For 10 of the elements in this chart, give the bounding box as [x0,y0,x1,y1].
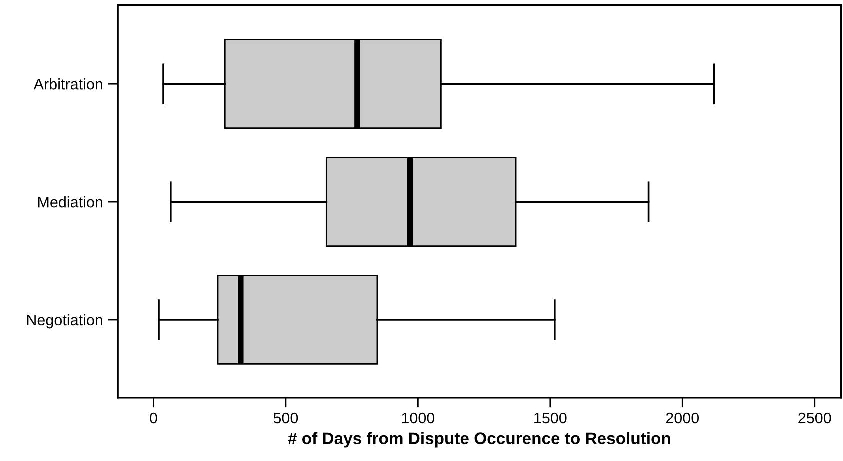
x-tick-label: 0 [150,412,158,424]
y-tick-label: Negotiation [27,314,102,329]
x-tick-label: 2000 [666,412,700,424]
y-tick-label: Mediation [38,196,102,208]
x-tick-label: 500 [274,412,298,424]
x-axis-title: # of Days from Dispute Occurence to Resolution [288,432,670,448]
x-tick-label: 1500 [534,412,567,424]
x-tick-label: 1000 [402,412,435,424]
x-tick-label: 2500 [798,412,832,424]
y-tick-label: Arbitration [34,78,102,90]
